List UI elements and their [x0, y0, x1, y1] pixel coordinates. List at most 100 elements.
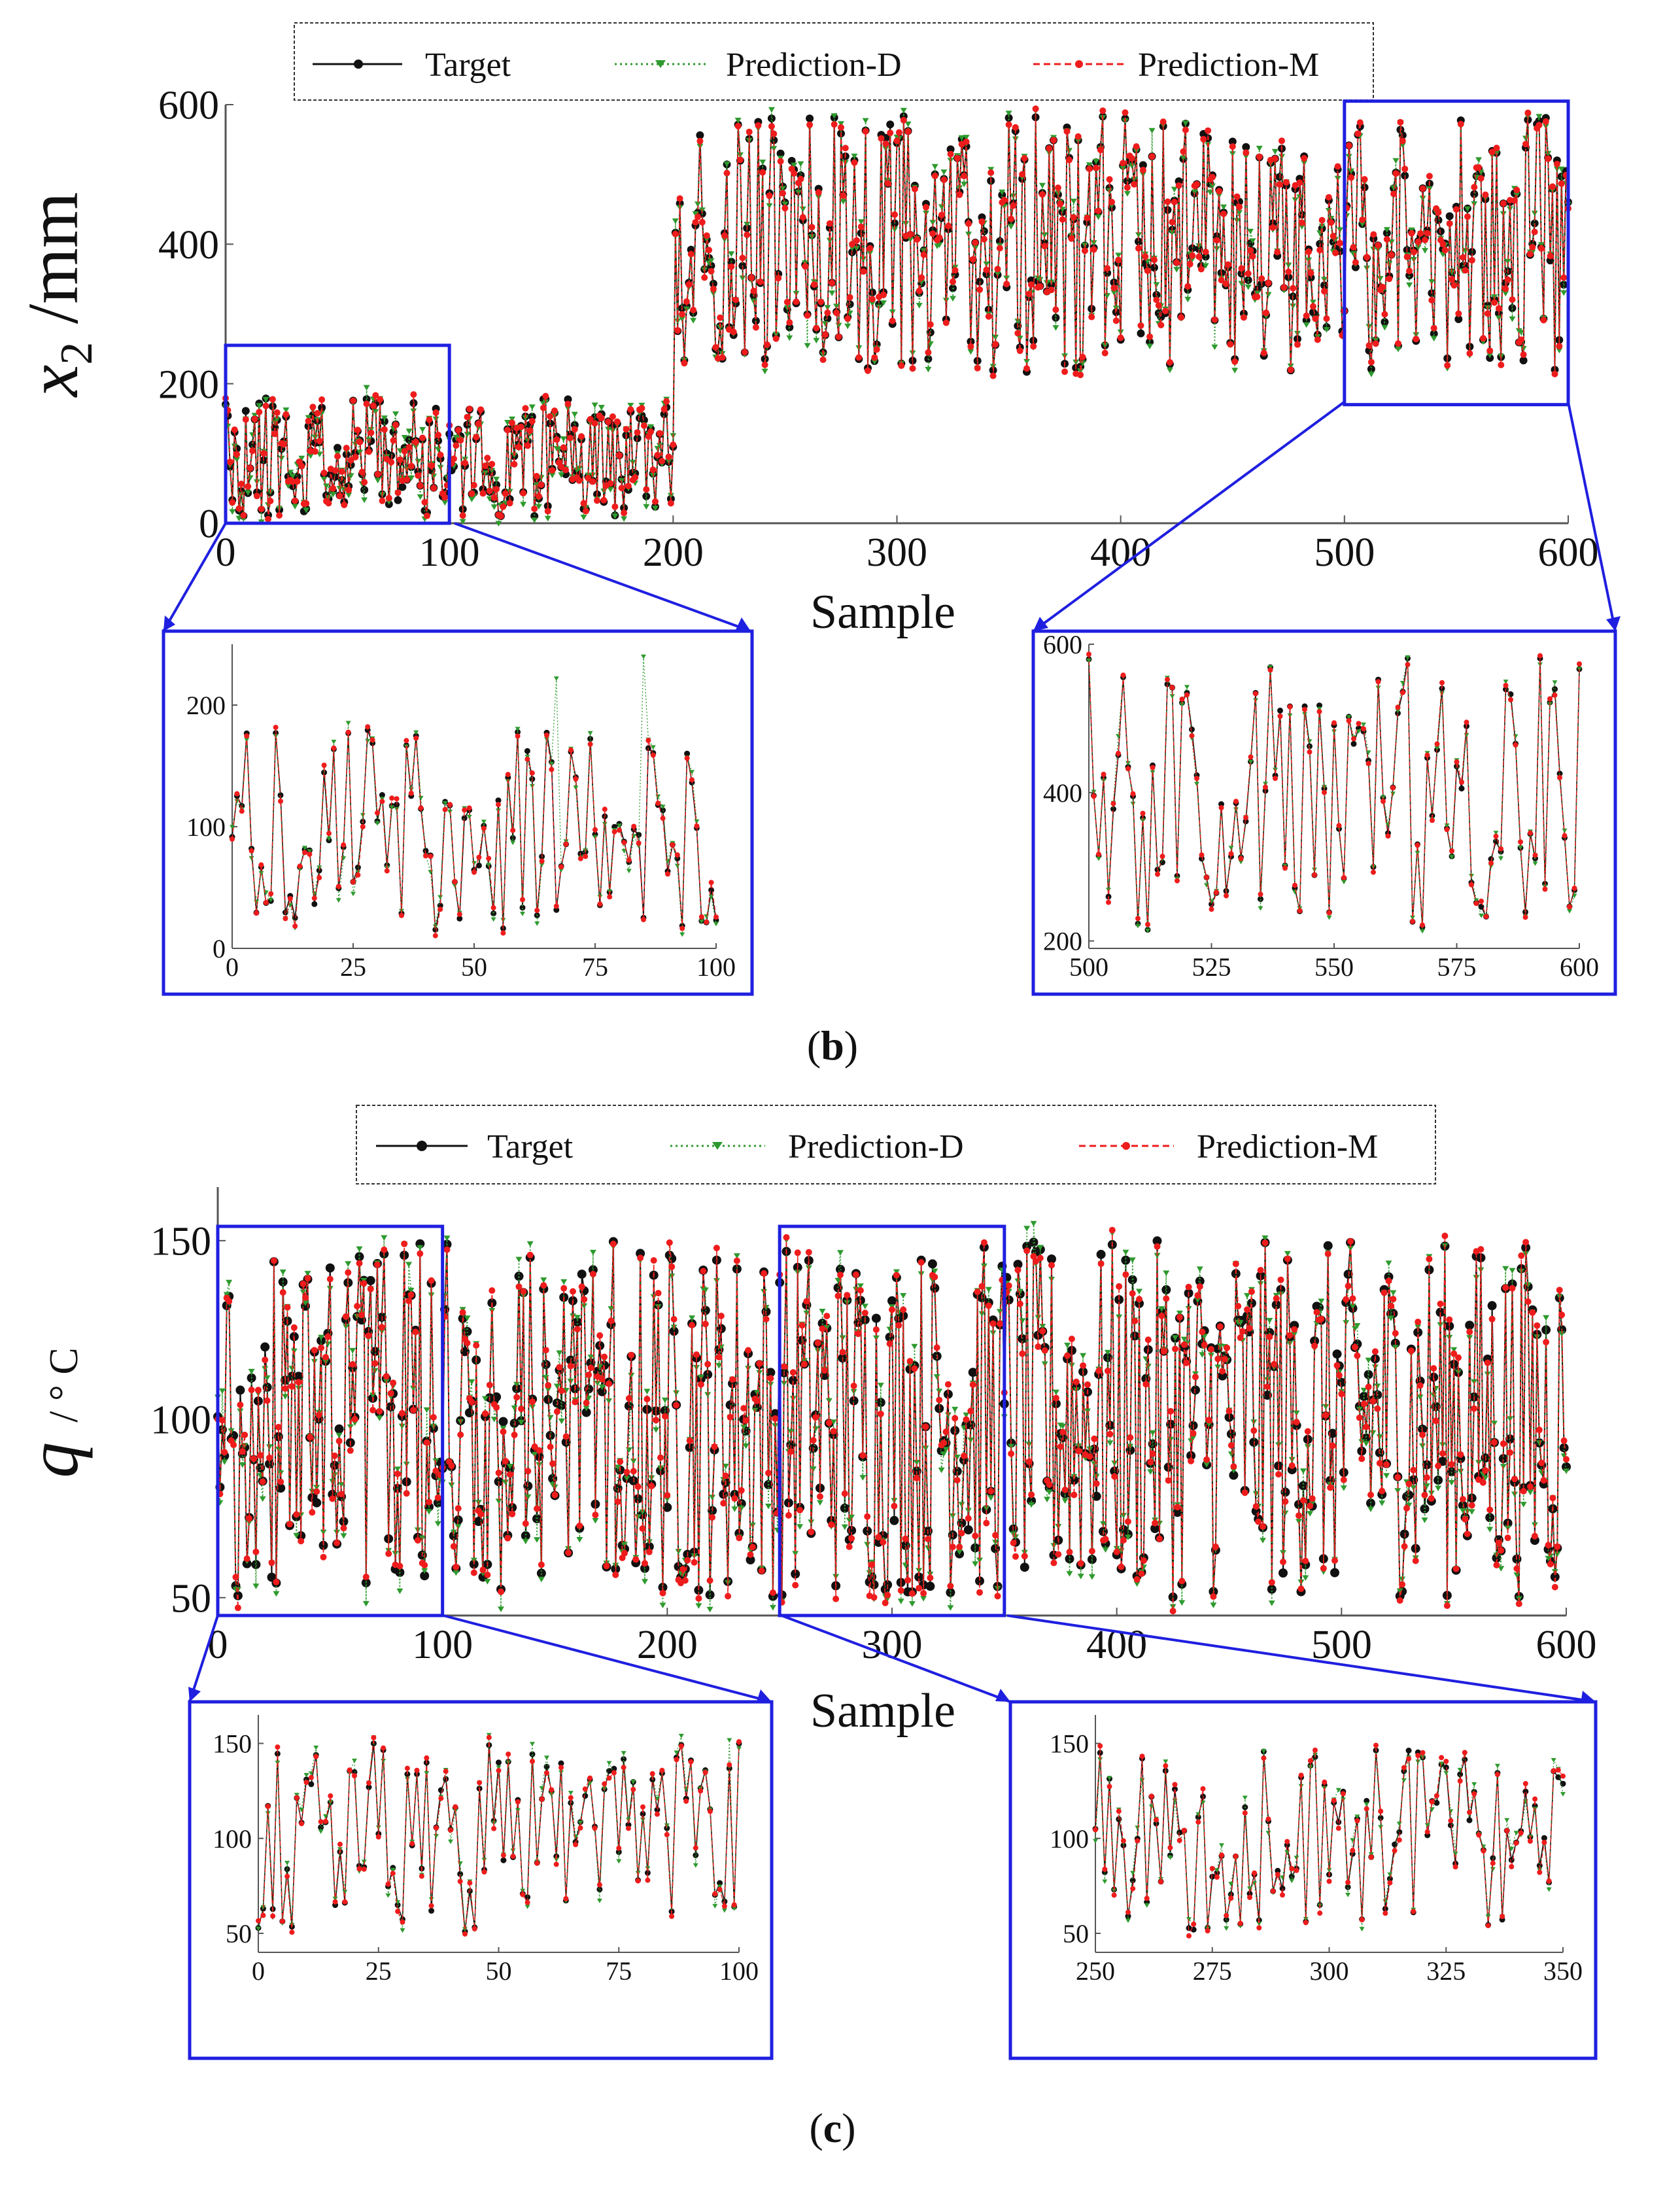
data-point-prediction-m: [1110, 285, 1118, 292]
data-point-prediction-m: [341, 842, 347, 848]
data-point-prediction-d: [1422, 248, 1428, 254]
data-point-prediction-m: [1052, 1394, 1059, 1402]
data-point-prediction-m: [676, 195, 683, 202]
data-point-prediction-m: [1468, 1502, 1475, 1509]
data-point-prediction-m: [713, 1245, 720, 1252]
data-point-prediction-m: [1381, 311, 1388, 318]
data-point-prediction-m: [500, 930, 506, 936]
data-point-prediction-m: [721, 1903, 727, 1909]
data-point-prediction-m: [239, 1448, 246, 1455]
data-point-prediction-m: [366, 448, 372, 455]
data-point-prediction-m: [683, 1798, 689, 1804]
data-point-prediction-m: [952, 267, 959, 274]
data-point-prediction-m: [489, 1287, 496, 1294]
data-point-prediction-d: [392, 411, 399, 417]
data-point-prediction-m: [524, 756, 530, 762]
data-point-prediction-m: [347, 1447, 354, 1454]
data-point-prediction-m: [837, 1271, 844, 1279]
data-point-prediction-m: [394, 1470, 401, 1478]
data-point-prediction-m: [732, 296, 740, 303]
data-point-prediction-m: [486, 1381, 493, 1389]
data-point-prediction-m: [1122, 109, 1129, 116]
data-point-prediction-d: [1247, 228, 1254, 235]
data-point-prediction-m: [752, 324, 759, 331]
data-point-prediction-m: [1267, 667, 1273, 673]
data-point-target: [1399, 1529, 1409, 1539]
data-point-prediction-m: [1080, 1362, 1087, 1369]
data-point-prediction-m: [450, 1543, 457, 1550]
x-tick-label: 200: [643, 530, 704, 575]
data-point-prediction-m: [268, 891, 274, 897]
data-point-prediction-m: [1025, 290, 1033, 298]
data-point-prediction-m: [290, 1324, 298, 1331]
data-point-prediction-m: [1529, 244, 1536, 251]
data-point-prediction-m: [909, 365, 916, 372]
data-point-prediction-m: [547, 1443, 554, 1451]
data-point-prediction-m: [877, 1410, 884, 1417]
data-point-prediction-m: [793, 298, 800, 305]
data-point-prediction-m: [1016, 347, 1023, 354]
data-point-prediction-m: [281, 441, 287, 448]
data-point-prediction-m: [1326, 910, 1332, 916]
data-point-prediction-m: [1462, 1515, 1469, 1523]
data-point-prediction-m: [857, 223, 865, 230]
data-point-prediction-m: [1297, 1585, 1305, 1593]
data-point-prediction-m: [308, 1774, 314, 1780]
data-point-prediction-m: [1247, 1895, 1252, 1900]
zoom-arrowhead: [1033, 617, 1048, 631]
data-point-prediction-m: [345, 487, 352, 494]
data-point-prediction-d: [1379, 1500, 1386, 1506]
data-point-prediction-m: [812, 1414, 819, 1421]
data-point-prediction-m: [1243, 149, 1250, 156]
data-point-prediction-m: [262, 1357, 269, 1364]
data-point-prediction-m: [664, 1492, 671, 1499]
data-point-prediction-d: [661, 1397, 668, 1404]
y-tick-label: 100: [150, 1398, 211, 1442]
data-point-prediction-m: [265, 515, 271, 523]
data-point-prediction-m: [1401, 1543, 1408, 1550]
data-point-prediction-d: [728, 251, 735, 257]
data-point-prediction-m: [936, 234, 943, 241]
data-point-prediction-m: [448, 1827, 453, 1833]
data-point-prediction-m: [1252, 1870, 1258, 1876]
data-point-prediction-m: [639, 1525, 646, 1532]
data-point-prediction-d: [1260, 1538, 1266, 1544]
data-point-prediction-m: [1428, 297, 1435, 303]
data-point-prediction-d: [667, 493, 674, 499]
data-point-target: [1522, 1788, 1529, 1795]
data-point-prediction-m: [1191, 1922, 1197, 1927]
data-point-prediction-m: [936, 1396, 943, 1404]
data-point-prediction-m: [482, 1410, 489, 1417]
data-point-prediction-m: [1376, 1460, 1383, 1467]
data-point-target: [466, 1888, 473, 1894]
data-point-prediction-m: [655, 801, 661, 806]
data-point-prediction-m: [729, 1376, 736, 1383]
data-point-prediction-m: [1129, 1290, 1136, 1297]
data-point-prediction-d: [744, 222, 751, 228]
data-point-prediction-d: [556, 1350, 563, 1357]
data-point-prediction-m: [855, 354, 863, 361]
data-point-prediction-d: [226, 1279, 233, 1286]
data-point-prediction-m: [1027, 281, 1035, 288]
data-point-prediction-d: [891, 226, 899, 233]
data-point-prediction-m: [589, 1271, 596, 1277]
data-point-prediction-m: [1504, 276, 1511, 283]
data-point-prediction-d: [575, 466, 583, 472]
data-point-prediction-d: [571, 411, 578, 418]
data-point-prediction-m: [1116, 1808, 1122, 1814]
data-point-prediction-m: [822, 331, 829, 338]
data-point-prediction-m: [1302, 706, 1307, 712]
data-point-prediction-m: [572, 1398, 579, 1406]
data-point-prediction-m: [600, 496, 608, 504]
data-point-prediction-m: [611, 1770, 617, 1776]
data-point-prediction-m: [403, 738, 409, 744]
data-point-prediction-m: [902, 1535, 909, 1542]
data-point-prediction-m: [337, 1841, 343, 1847]
data-point-prediction-m: [867, 245, 874, 252]
data-point-prediction-m: [384, 868, 390, 874]
data-point-prediction-m: [396, 456, 403, 463]
data-point-prediction-m: [556, 1364, 563, 1371]
data-point-prediction-m: [1307, 1502, 1314, 1510]
data-point-prediction-m: [489, 460, 496, 468]
